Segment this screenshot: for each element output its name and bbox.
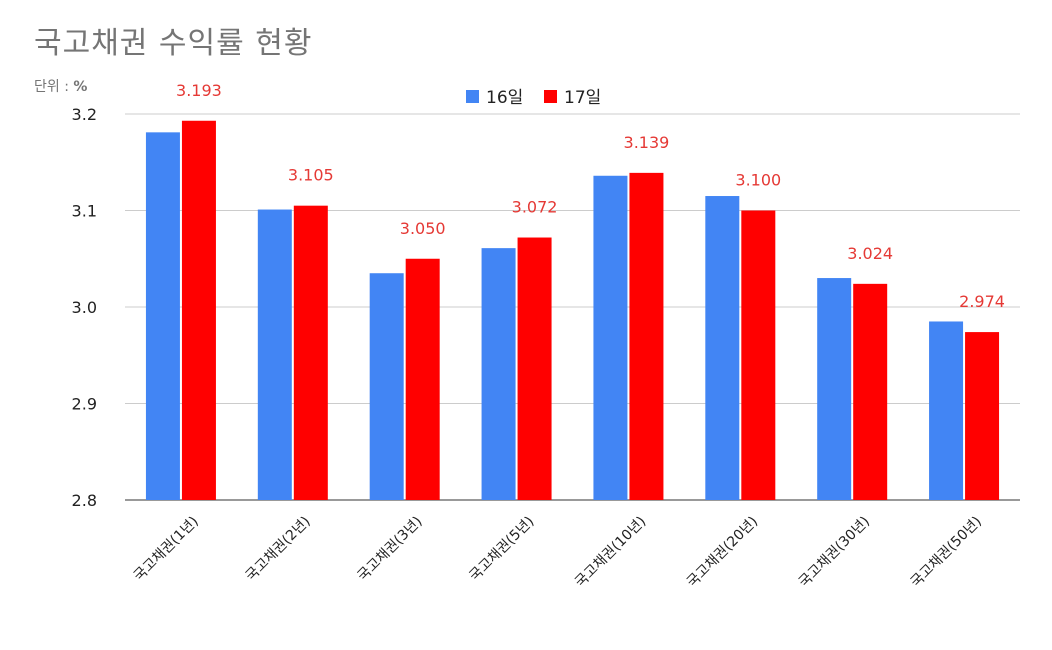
y-tick-label: 3.0 (72, 298, 97, 317)
x-tick-label: 국고채권(30년) (796, 514, 873, 591)
chart-title: 국고채권 수익률 현황 (34, 26, 313, 61)
x-tick-label: 국고채권(20년) (684, 514, 761, 591)
x-tick-label: 국고채권(50년) (908, 514, 985, 591)
x-tick-label: 국고채권(5년) (467, 514, 538, 585)
bar-series-17 (405, 258, 440, 500)
legend-swatch (544, 90, 557, 103)
data-label: 3.024 (847, 244, 893, 263)
bar-series-16 (145, 132, 180, 500)
bar-series-16 (817, 278, 852, 500)
legend-label: 17일 (564, 88, 601, 108)
legend-label: 16일 (486, 88, 523, 108)
data-label: 2.974 (959, 292, 1005, 311)
bar-series-16 (929, 321, 964, 500)
bar-series-17 (629, 172, 664, 501)
y-tick-label: 2.8 (72, 491, 97, 510)
y-tick-label: 3.2 (72, 105, 97, 124)
bar-series-17 (517, 237, 552, 500)
bar-series-16 (481, 248, 516, 500)
y-tick-label: 2.9 (72, 395, 97, 414)
bar-series-16 (257, 209, 292, 500)
bar-series-16 (369, 273, 404, 500)
bar-series-17 (293, 205, 328, 501)
data-label: 3.105 (288, 166, 334, 185)
data-label: 3.050 (400, 219, 446, 238)
y-tick-label: 3.1 (72, 202, 97, 221)
bar-series-17 (741, 210, 776, 500)
data-label: 3.193 (176, 81, 222, 100)
x-tick-label: 국고채권(10년) (572, 514, 649, 591)
x-tick-label: 국고채권(3년) (355, 514, 426, 585)
bar-series-17 (965, 332, 1000, 500)
legend-swatch (466, 90, 479, 103)
data-label: 3.100 (735, 171, 781, 190)
unit-label: 단위 : % (34, 76, 87, 96)
bar-series-17 (181, 120, 216, 500)
bar-series-16 (593, 175, 628, 500)
unit-value: % (73, 79, 88, 95)
data-label: 3.139 (624, 133, 670, 152)
data-label: 3.072 (512, 198, 558, 217)
x-tick-label: 국고채권(2년) (243, 514, 314, 585)
bar-series-17 (853, 283, 888, 500)
x-tick-label: 국고채권(1년) (131, 514, 202, 585)
unit-label-text: 단위 : (34, 79, 69, 95)
bar-series-16 (705, 196, 740, 500)
